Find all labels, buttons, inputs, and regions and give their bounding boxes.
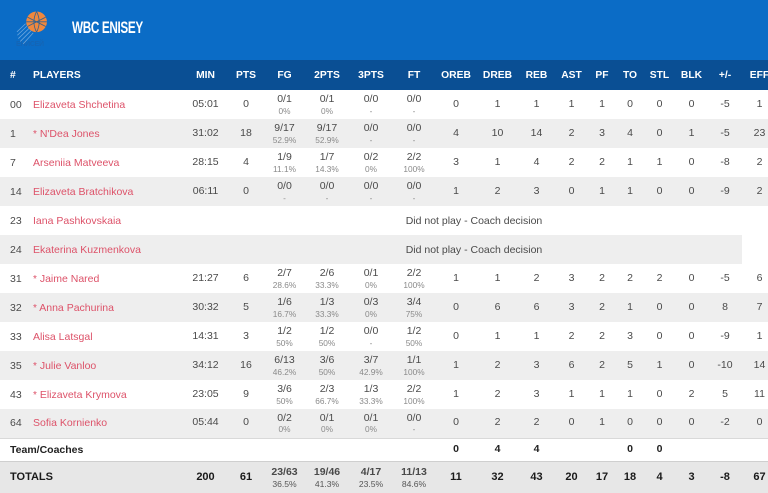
svg-text:ЕНИСЕЙ: ЕНИСЕЙ — [16, 39, 44, 48]
